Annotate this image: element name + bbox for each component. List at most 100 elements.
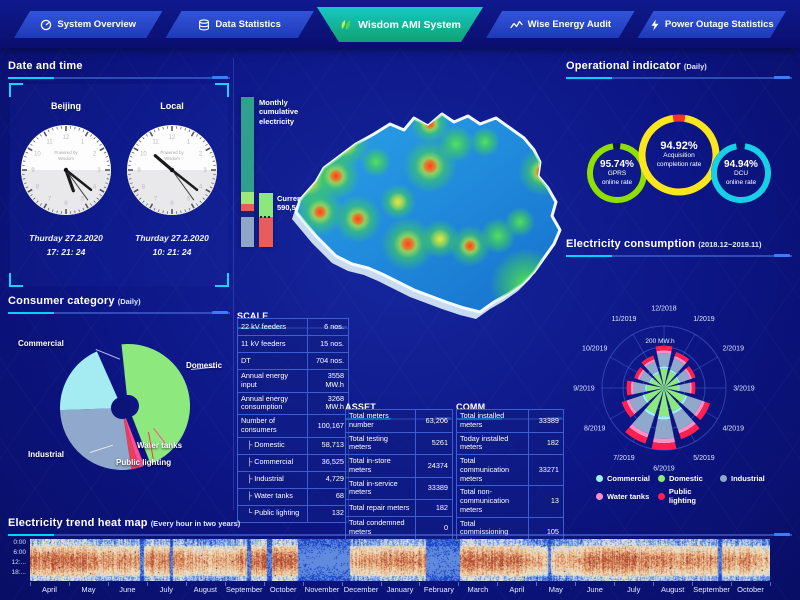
lightning-icon <box>650 19 660 31</box>
rose-sector-domestic[interactable] <box>653 373 664 388</box>
rose-sector-public-lighting[interactable] <box>625 427 648 444</box>
rose-sector-commercial[interactable] <box>644 408 656 417</box>
legend-dot <box>596 475 603 482</box>
rose-sector-public-lighting[interactable] <box>651 442 677 450</box>
row-value: 36,525 <box>307 454 348 471</box>
rose-sector-domestic[interactable] <box>664 388 681 412</box>
rose-sector-public-lighting[interactable] <box>655 345 673 352</box>
rose-sector-commercial[interactable] <box>677 384 680 392</box>
tab-wise-energy-audit[interactable]: Wise Energy Audit <box>486 11 634 38</box>
rose-sector-industrial[interactable] <box>670 358 685 374</box>
rose-sector-water-tanks[interactable] <box>630 381 635 395</box>
pie-slice-domestic[interactable] <box>121 344 190 464</box>
rose-sector-water-tanks[interactable] <box>684 368 693 380</box>
row-value: 13 <box>528 486 563 517</box>
rose-sector-industrial[interactable] <box>653 418 675 439</box>
heatmap-time-label: 6:00 <box>13 549 26 556</box>
rose-sector-domestic[interactable] <box>646 384 664 392</box>
legend-item-domestic[interactable]: Domestic <box>658 474 720 483</box>
tab-wisdom-ami-system[interactable]: Wisdom AMI System <box>317 7 483 42</box>
rose-sector-industrial[interactable] <box>633 381 646 395</box>
rose-sector-water-tanks[interactable] <box>689 382 692 394</box>
heatmap-month-label: May <box>548 585 563 594</box>
rose-sector-domestic[interactable] <box>660 368 668 388</box>
rose-sector-public-lighting[interactable] <box>679 423 700 440</box>
svg-text:1: 1 <box>81 139 85 145</box>
rose-sector-industrial[interactable] <box>657 353 671 367</box>
bar-segment <box>241 211 254 217</box>
trend-heatmap-canvas <box>30 539 770 581</box>
consumer-panel-header: Consumer category (Daily) <box>8 291 230 314</box>
row-label: Number of consumers <box>241 416 277 434</box>
rose-sector-water-tanks[interactable] <box>656 350 672 354</box>
rose-sector-commercial[interactable] <box>669 369 677 375</box>
pie-slice-public-lighting[interactable] <box>123 418 139 470</box>
rose-sector-commercial[interactable] <box>657 415 671 420</box>
rose-sector-commercial[interactable] <box>648 377 654 384</box>
gauge-label: completion rate <box>656 161 702 168</box>
rose-sector-commercial[interactable] <box>644 384 648 392</box>
rose-sector-industrial[interactable] <box>639 371 653 383</box>
gauge-value: 94.92% <box>660 140 698 153</box>
pie-slice-commercial[interactable] <box>60 351 118 411</box>
rose-sector-industrial[interactable] <box>672 408 694 430</box>
rose-sector-public-lighting[interactable] <box>691 381 696 395</box>
rose-sector-industrial[interactable] <box>645 361 659 375</box>
monthly-cumulative-bar <box>241 97 254 247</box>
rose-sector-commercial[interactable] <box>659 366 669 369</box>
rose-sector-domestic[interactable] <box>664 388 686 403</box>
legend-item-commercial[interactable]: Commercial <box>596 474 658 483</box>
rose-sector-industrial[interactable] <box>632 410 655 434</box>
pie-slice-water-tanks[interactable] <box>125 418 145 468</box>
rose-sector-industrial[interactable] <box>676 369 690 383</box>
rose-sector-public-lighting[interactable] <box>621 400 635 418</box>
legend-item-industrial[interactable]: Industrial <box>720 474 782 483</box>
rose-sector-public-lighting[interactable] <box>686 365 696 379</box>
rose-sector-public-lighting[interactable] <box>674 351 690 363</box>
operational-panel-header: Operational indicator (Daily) <box>566 56 792 79</box>
rose-sector-public-lighting[interactable] <box>696 401 711 421</box>
rose-sector-water-tanks[interactable] <box>652 437 676 444</box>
tab-system-overview[interactable]: System Overview <box>14 11 162 38</box>
rose-sector-public-lighting[interactable] <box>634 367 644 380</box>
heatmap-month-tick <box>302 582 304 586</box>
rose-sector-domestic[interactable] <box>650 378 664 388</box>
rose-sector-domestic[interactable] <box>644 388 664 402</box>
cumulative-bar-label: Monthly cumulative electricity <box>259 98 299 126</box>
legend-item-public-lighting[interactable]: Public lighting <box>658 487 720 505</box>
heatmap-month-label: March <box>467 585 489 594</box>
rose-sector-domestic[interactable] <box>664 377 679 388</box>
rose-sector-industrial[interactable] <box>679 382 690 394</box>
corner-bracket <box>215 83 229 97</box>
rose-sector-commercial[interactable] <box>675 376 681 384</box>
rose-sector-industrial[interactable] <box>629 395 647 413</box>
tab-power-outage-statistics[interactable]: Power Outage Statistics <box>638 11 786 38</box>
tab-label: System Overview <box>57 19 137 30</box>
clock-label-beijing: Beijing <box>50 101 81 111</box>
rose-sector-domestic[interactable] <box>658 388 670 417</box>
rose-sector-domestic[interactable] <box>664 385 679 391</box>
rose-sector-water-tanks[interactable] <box>693 400 705 417</box>
rose-sector-water-tanks[interactable] <box>629 424 649 438</box>
rose-sector-commercial[interactable] <box>642 394 649 404</box>
rose-sector-commercial[interactable] <box>652 371 660 377</box>
clock-date: Thurday 27.2.2020 17: 21: 24 <box>29 233 103 257</box>
rose-sector-industrial[interactable] <box>682 395 702 415</box>
rose-sector-domestic[interactable] <box>646 388 664 414</box>
legend-item-water-tanks[interactable]: Water tanks <box>596 487 658 505</box>
rose-sector-public-lighting[interactable] <box>641 355 655 366</box>
rose-sector-commercial[interactable] <box>680 395 688 405</box>
row-label: Total in-store meters <box>349 456 391 474</box>
region-heat-map <box>292 112 562 319</box>
rose-sector-commercial[interactable] <box>671 406 683 415</box>
rose-sector-public-lighting[interactable] <box>626 380 632 396</box>
pie-slice-industrial[interactable] <box>60 408 132 470</box>
rose-sector-water-tanks[interactable] <box>678 421 696 434</box>
rose-sector-water-tanks[interactable] <box>673 355 687 365</box>
rose-sector-domestic[interactable] <box>664 371 676 388</box>
rose-sector-water-tanks[interactable] <box>637 369 645 380</box>
heatmap-month-tick <box>263 582 265 586</box>
tab-data-statistics[interactable]: Data Statistics <box>165 11 313 38</box>
rose-sector-water-tanks[interactable] <box>643 359 656 368</box>
rose-sector-water-tanks[interactable] <box>626 399 637 415</box>
